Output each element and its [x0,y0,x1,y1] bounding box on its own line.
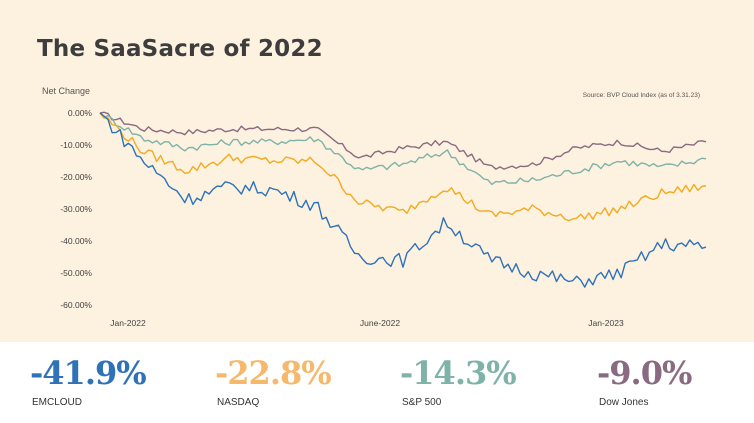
stat-value: -9.0% [597,354,692,392]
y-tick-label: -50.00% [60,268,92,278]
chart-panel: The SaaSacre of 2022 Net Change Source: … [0,0,754,342]
stat-sp500: -14.3% S&P 500 [400,354,517,408]
series-line [99,112,707,288]
y-tick-label: -30.00% [60,204,92,214]
x-tick-label: June-2022 [360,318,400,328]
stat-label: Dow Jones [599,397,649,408]
stat-value: -22.8% [215,354,332,392]
y-axis-label: Net Change [42,86,91,96]
stat-emcloud: -41.9% EMCLOUD [30,354,147,408]
y-tick-label: -60.00% [60,300,92,310]
y-tick-label: -10.00% [60,140,92,150]
x-tick-label: Jan-2022 [110,318,146,328]
y-tick-label: 0.00% [68,108,93,118]
x-tick-label: Jan-2023 [588,318,624,328]
stat-dow-jones: -9.0% Dow Jones [597,354,692,408]
stat-label: EMCLOUD [32,397,83,408]
stat-value: -14.3% [400,354,517,392]
stat-label: S&P 500 [402,397,442,408]
stat-label: NASDAQ [217,397,260,408]
stat-value: -41.9% [30,354,147,392]
series-line [99,112,707,222]
series-line [99,112,707,186]
y-tick-label: -20.00% [60,172,92,182]
line-chart: 0.00% -10.00% -20.00% -30.00% -40.00% -50.00%… [60,108,707,328]
stat-nasdaq: -22.8% NASDAQ [215,354,332,408]
chart-title: The SaaSacre of 2022 [37,36,323,62]
source-note: Source: BVP Cloud Index (as of 3.31.23) [582,92,700,99]
y-tick-label: -40.00% [60,236,92,246]
series-line [99,111,707,170]
